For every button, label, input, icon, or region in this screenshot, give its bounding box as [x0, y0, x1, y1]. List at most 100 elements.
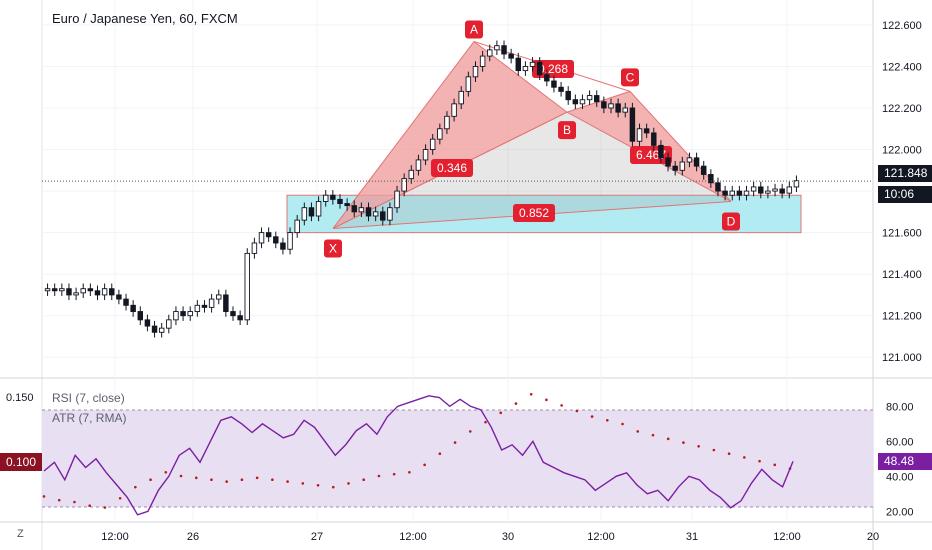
atr-point: [164, 470, 168, 474]
candle-body: [280, 242, 286, 250]
atr-point: [408, 470, 411, 474]
candle-body: [101, 288, 108, 296]
candle-body: [394, 190, 400, 209]
svg-text:0.346: 0.346: [437, 161, 467, 175]
candle-body: [437, 128, 443, 140]
last-price-tag: 121.848: [878, 165, 932, 182]
rsi-band: [42, 410, 873, 507]
candle-body: [344, 203, 350, 207]
candle-body: [187, 311, 193, 317]
time-tick-label: 26: [187, 531, 199, 543]
candle-body: [273, 236, 279, 244]
pattern-ratio-label[interactable]: 0.346: [431, 159, 473, 177]
candle-body: [194, 304, 201, 312]
time-tick-label: 31: [686, 531, 698, 543]
atr-point: [316, 483, 320, 487]
candle-body: [372, 211, 379, 217]
candle-body: [651, 132, 657, 146]
atr-point: [606, 418, 609, 422]
candle-body: [479, 55, 486, 67]
countdown-tag: 10:06: [878, 186, 932, 203]
atr-point: [73, 500, 76, 504]
pattern-point-a[interactable]: A: [465, 20, 483, 39]
candle-body: [158, 327, 165, 333]
pattern-ratio-label[interactable]: 0.268: [532, 60, 574, 78]
candle-body: [693, 157, 700, 167]
candle-body: [216, 294, 222, 300]
candle-body: [180, 311, 186, 317]
candle-body: [686, 157, 693, 163]
candle-body: [265, 232, 272, 238]
candle-body: [793, 180, 800, 188]
candle-body: [429, 138, 436, 150]
svg-text:A: A: [470, 23, 478, 37]
candle-body: [201, 304, 208, 308]
candle-body: [358, 207, 365, 213]
price-axis-labels: 122.600122.400122.200122.000121.800121.6…: [882, 20, 922, 364]
atr-point: [301, 482, 305, 485]
svg-text:D: D: [727, 214, 736, 228]
atr-value-tag: 0.100: [0, 453, 42, 471]
svg-text:X: X: [329, 241, 337, 255]
candle-body: [230, 311, 236, 317]
candle-body: [151, 325, 158, 333]
candle-body: [750, 186, 757, 192]
time-tick-label: 27: [311, 531, 323, 543]
atr-point: [453, 441, 457, 444]
atr-point: [514, 402, 518, 405]
price-tick-label: 121.200: [882, 311, 922, 323]
candle-body: [251, 242, 258, 254]
atr-point: [636, 430, 640, 433]
candle-body: [501, 45, 507, 55]
rsi-tick-label: 80.00: [886, 401, 914, 413]
candle-body: [287, 232, 293, 250]
candle-body: [536, 61, 543, 76]
atr-point: [42, 495, 46, 498]
atr-point: [575, 409, 579, 413]
rsi-tick-label: 60.00: [886, 436, 914, 448]
atr-legend[interactable]: ATR (7, RMA): [52, 411, 127, 425]
pattern-point-x[interactable]: X: [324, 239, 342, 258]
pattern-point-c[interactable]: C: [621, 68, 639, 87]
candle-body: [772, 188, 778, 192]
candle-body: [94, 290, 101, 296]
candle-body: [700, 165, 707, 175]
atr-point: [484, 420, 487, 424]
candle-body: [779, 188, 785, 194]
candle-body: [415, 159, 422, 171]
candle-body: [408, 169, 415, 180]
atr-point: [179, 474, 183, 478]
atr-point: [225, 480, 228, 483]
candle-body: [380, 211, 386, 221]
candle-body: [301, 207, 308, 221]
chart-title: Euro / Japanese Yen, 60, FXCM: [52, 11, 238, 26]
candle-body: [601, 101, 607, 109]
rsi-legend[interactable]: RSI (7, close): [52, 391, 125, 405]
candle-body: [59, 288, 65, 292]
candle-body: [166, 319, 172, 329]
candle-body: [629, 107, 636, 142]
pattern-xbd-shade: [333, 112, 731, 229]
candle-body: [715, 182, 721, 192]
pattern-ratio-label[interactable]: 0.852: [513, 204, 555, 222]
candle-body: [458, 90, 464, 105]
candle-body: [116, 294, 122, 300]
time-tick-label: 30: [502, 531, 514, 543]
pattern-point-b[interactable]: B: [558, 121, 576, 140]
candle-body: [679, 161, 686, 171]
price-tick-label: 121.600: [882, 228, 922, 240]
time-tick-label: 12:00: [101, 531, 129, 543]
atr-point: [286, 480, 289, 483]
candle-body: [572, 99, 579, 105]
candle-body: [401, 178, 407, 192]
price-tick-label: 122.000: [882, 145, 922, 157]
candle-body: [551, 80, 557, 88]
pattern-point-d[interactable]: D: [722, 212, 740, 231]
candle-body: [365, 207, 372, 217]
candle-body: [73, 292, 79, 296]
svg-text:0.268: 0.268: [538, 62, 568, 76]
atr-point: [118, 496, 122, 500]
atr-point: [377, 474, 381, 478]
